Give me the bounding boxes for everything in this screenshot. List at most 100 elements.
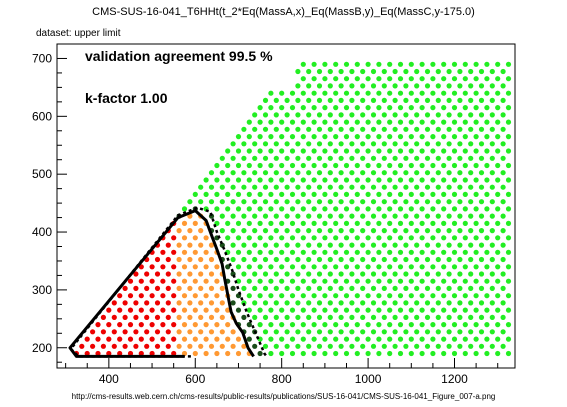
point-allowed: [435, 271, 441, 277]
point-excluded-disagree: [203, 235, 209, 241]
point-allowed: [484, 350, 490, 357]
point-allowed: [495, 206, 501, 212]
point-excluded: [165, 256, 171, 263]
point-allowed: [446, 68, 452, 75]
point-allowed: [268, 264, 274, 270]
point-allowed: [295, 126, 301, 132]
point-allowed: [360, 300, 366, 306]
point-allowed: [430, 61, 436, 67]
point-allowed: [489, 83, 495, 89]
point-allowed: [462, 90, 468, 96]
point-allowed: [392, 112, 398, 118]
point-allowed: [268, 162, 274, 169]
point-allowed: [408, 191, 414, 197]
point-allowed: [306, 242, 312, 248]
point-allowed: [327, 112, 333, 118]
point-excluded-disagree: [219, 300, 225, 306]
point-allowed: [354, 220, 360, 226]
point-excluded: [133, 271, 139, 277]
point-allowed: [414, 271, 420, 277]
point-allowed: [349, 329, 355, 335]
point-allowed: [370, 329, 377, 335]
point-excluded-disagree: [208, 314, 215, 320]
point-excluded: [127, 322, 134, 328]
point-allowed: [289, 162, 296, 169]
point-allowed: [338, 83, 344, 89]
point-excluded-disagree: [192, 322, 198, 328]
point-allowed: [246, 162, 252, 169]
point-excluded: [84, 336, 90, 342]
point-excluded-disagree: [230, 343, 236, 349]
point-allowed: [268, 278, 274, 284]
point-allowed: [387, 235, 393, 241]
point-allowed: [365, 293, 371, 299]
y-axis: 200 300 400 500 600 700: [32, 43, 67, 363]
point-excluded: [154, 285, 161, 291]
point-allowed: [419, 235, 425, 241]
point-allowed: [403, 184, 409, 190]
point-allowed: [414, 300, 420, 306]
point-allowed: [306, 300, 312, 306]
point-allowed: [300, 322, 306, 328]
point-allowed: [354, 322, 360, 328]
point-allowed: [441, 350, 447, 357]
point-allowed: [370, 314, 377, 320]
point-allowed: [370, 343, 377, 349]
point-allowed: [408, 307, 414, 313]
y-tick-label: 300: [32, 283, 52, 297]
point-allowed: [484, 220, 490, 226]
point-allowed: [430, 264, 436, 270]
point-allowed: [446, 256, 452, 263]
point-allowed: [327, 155, 333, 161]
point-allowed: [246, 191, 252, 197]
point-allowed: [225, 235, 231, 241]
point-allowed: [462, 350, 468, 357]
point-allowed: [419, 220, 425, 226]
point-allowed: [333, 220, 339, 226]
data-points: [73, 61, 512, 357]
point-allowed: [403, 155, 409, 161]
expected-exclusion-line: [69, 206, 268, 358]
point-allowed: [295, 97, 301, 103]
point-allowed: [435, 97, 441, 103]
point-allowed: [365, 350, 371, 357]
point-allowed: [478, 155, 485, 161]
point-allowed: [219, 184, 225, 190]
point-allowed: [484, 206, 490, 212]
point-allowed: [354, 90, 360, 96]
point-allowed: [273, 343, 279, 349]
point-allowed: [365, 105, 371, 111]
point-allowed: [241, 199, 247, 205]
point-allowed: [370, 155, 377, 161]
point-allowed: [462, 191, 468, 197]
point-excluded-disagree: [208, 285, 215, 291]
point-excluded: [165, 329, 171, 335]
point-allowed: [246, 307, 252, 313]
point-allowed: [327, 184, 333, 190]
point-allowed: [338, 68, 344, 75]
point-allowed: [187, 199, 193, 205]
point-allowed: [354, 235, 360, 241]
point-allowed: [257, 264, 263, 270]
point-allowed: [284, 199, 290, 205]
point-excluded-disagree: [208, 343, 215, 349]
point-allowed: [246, 249, 252, 255]
point-allowed: [419, 134, 425, 140]
point-allowed: [257, 177, 263, 183]
point-allowed: [408, 322, 414, 328]
point-allowed: [252, 141, 258, 147]
point-allowed: [370, 213, 377, 219]
point-allowed: [457, 242, 463, 248]
point-allowed: [457, 343, 463, 349]
point-allowed: [365, 162, 371, 169]
point-allowed: [430, 249, 436, 255]
point-allowed: [284, 213, 290, 219]
point-allowed: [387, 76, 393, 82]
point-allowed: [500, 97, 506, 103]
point-allowed: [306, 68, 312, 75]
point-allowed: [495, 105, 501, 111]
point-allowed: [430, 350, 436, 357]
point-allowed: [241, 242, 247, 248]
point-allowed: [441, 336, 447, 342]
point-allowed: [414, 170, 420, 176]
